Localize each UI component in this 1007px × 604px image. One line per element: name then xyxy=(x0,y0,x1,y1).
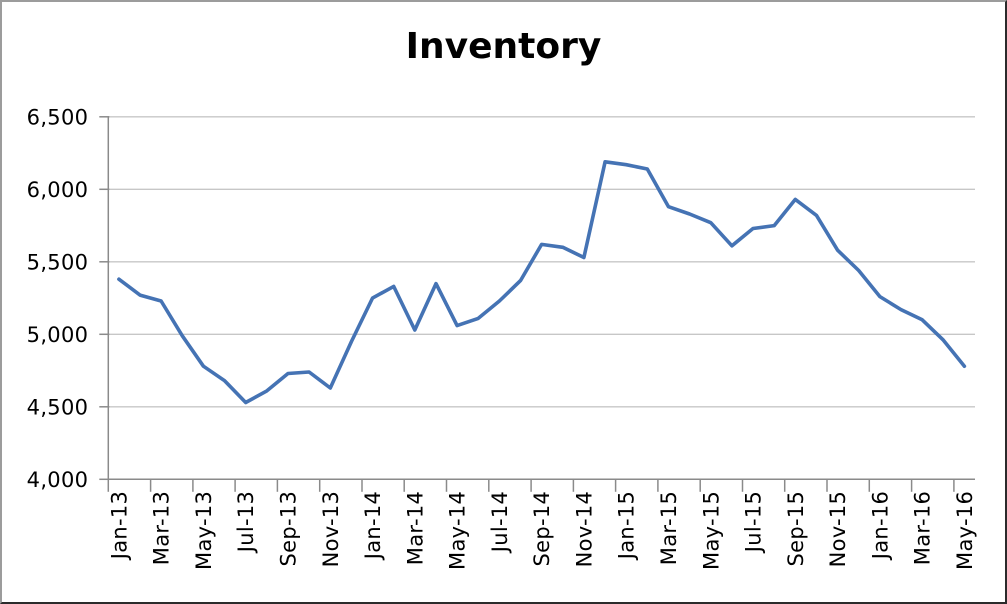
x-axis-tick-label: Jul-15 xyxy=(742,491,766,554)
x-axis-tick-label: Jul-14 xyxy=(488,491,512,554)
x-axis-tick-label: Nov-13 xyxy=(319,491,343,568)
x-axis-tick-label: May-14 xyxy=(446,491,470,570)
y-axis-labels: 4,000 4,500 5,000 5,500 6,000 6,500 xyxy=(27,105,89,492)
x-axis-tick-label: May-16 xyxy=(953,491,977,570)
axis-ticks xyxy=(99,116,955,492)
x-axis-tick-label: Sep-14 xyxy=(530,491,554,567)
x-axis-tick-label: May-15 xyxy=(699,491,723,570)
x-axis-tick-label: Mar-13 xyxy=(150,491,174,565)
x-axis-tick-label: May-13 xyxy=(192,491,216,570)
x-axis-tick-label: Sep-15 xyxy=(784,491,808,567)
x-axis-tick-label: Mar-15 xyxy=(657,491,681,565)
x-axis-tick-label: Nov-15 xyxy=(826,491,850,568)
x-axis-tick-label: Jan-16 xyxy=(868,491,892,561)
y-gridlines xyxy=(108,116,975,408)
x-axis-labels: Jan-13 Mar-13 May-13 Jul-13 Sep-13 Nov-13 Jan-… xyxy=(107,491,977,570)
chart-title: Inventory xyxy=(405,26,602,67)
x-axis-tick-label: Jul-13 xyxy=(234,491,258,554)
x-axis-tick-label: Mar-16 xyxy=(911,491,935,565)
y-axis-tick-label: 5,500 xyxy=(27,250,89,274)
x-axis-tick-label: Sep-13 xyxy=(277,491,301,567)
y-axis-tick-label: 4,500 xyxy=(27,395,89,419)
x-axis-tick-label: Nov-14 xyxy=(572,491,596,568)
y-axis-tick-label: 6,000 xyxy=(27,178,89,202)
series xyxy=(117,160,967,405)
x-axis-tick-label: Jan-14 xyxy=(361,491,385,561)
y-axis-tick-label: 5,000 xyxy=(27,323,89,347)
y-axis-tick-label: 6,500 xyxy=(27,105,89,129)
y-axis-tick-label: 4,000 xyxy=(27,468,89,492)
axes xyxy=(107,116,975,481)
x-axis-tick-label: Mar-14 xyxy=(403,491,427,565)
x-axis-tick-label: Jan-13 xyxy=(107,491,131,561)
inventory-series-line xyxy=(117,160,967,405)
x-axis-tick-label: Jan-15 xyxy=(615,491,639,561)
